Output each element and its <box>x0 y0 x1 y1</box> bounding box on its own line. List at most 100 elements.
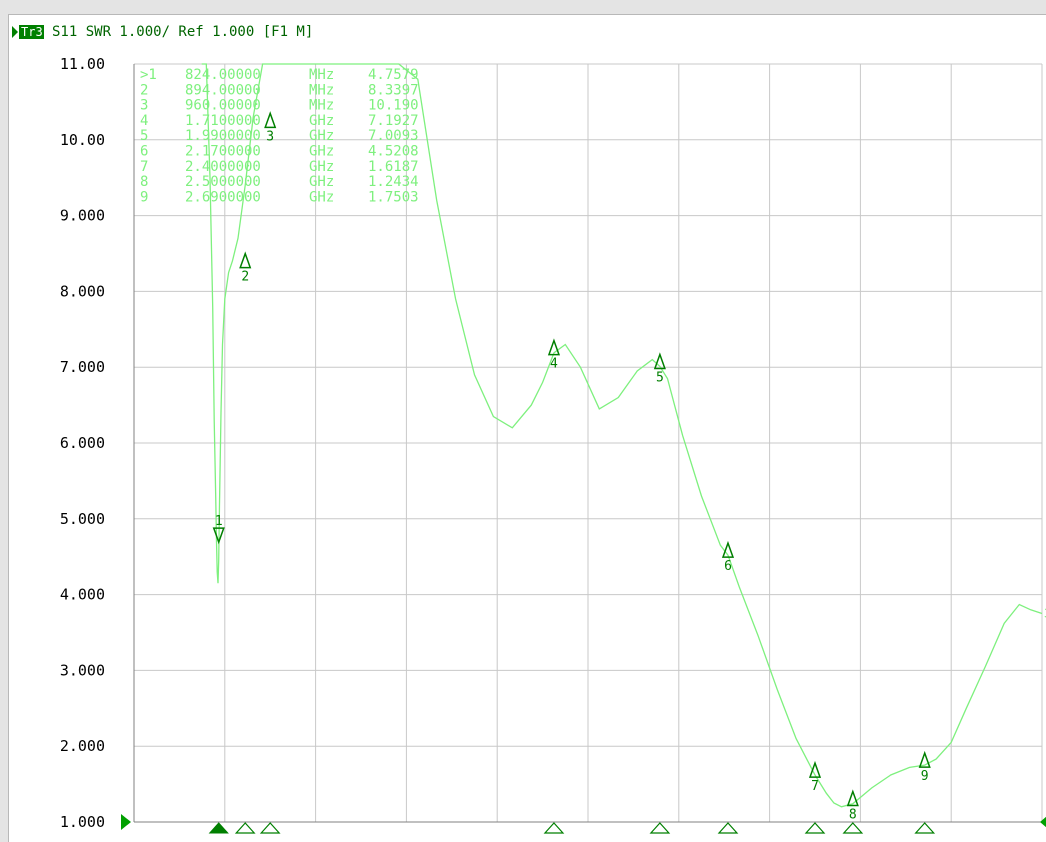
grid <box>133 63 1043 823</box>
marker-table-value: 7.1927 <box>368 113 419 129</box>
marker-up-triangle-icon <box>846 789 859 807</box>
marker-table-freq: 1.9900000 <box>185 128 261 144</box>
marker-label: 7 <box>811 779 819 794</box>
marker-table-id: 5 <box>140 128 148 144</box>
marker-table-value: 1.6187 <box>368 159 419 175</box>
y-tick-label: 11.00 <box>60 55 105 73</box>
marker-label: 8 <box>849 808 857 823</box>
y-tick-label: 5.000 <box>60 510 105 528</box>
marker-table-freq: 1.7100000 <box>185 113 261 129</box>
y-tick-label: 7.000 <box>60 358 105 376</box>
stimulus-marker-active-icon <box>208 822 229 834</box>
stimulus-marker-icon <box>259 822 281 834</box>
y-axis-ticks: 11.00 10.00 9.000 8.000 7.000 6.000 5.000 4.000… <box>60 55 1046 831</box>
marker-5: 5 <box>653 352 666 385</box>
marker-table-unit: MHz <box>309 67 334 83</box>
marker-table-id: 8 <box>140 174 148 190</box>
y-tick-label: 3.000 <box>60 661 105 679</box>
stimulus-marker-icon <box>842 822 864 834</box>
marker-3: 3 <box>264 111 277 144</box>
marker-label: 5 <box>656 370 664 385</box>
trace-line-s11 <box>201 63 1043 808</box>
marker-table-freq: 2.5000000 <box>185 174 261 190</box>
y-tick-label: 2.000 <box>60 737 105 755</box>
marker-table-value: 10.190 <box>368 98 419 114</box>
marker-table-unit: GHz <box>309 144 334 160</box>
active-trace-pointer-icon <box>12 26 18 38</box>
stimulus-marker-icon <box>234 822 256 834</box>
marker-table-unit: GHz <box>309 174 334 190</box>
marker-table-unit: MHz <box>309 82 334 98</box>
marker-table-value: 1.2434 <box>368 174 419 190</box>
marker-9: 9 <box>918 750 931 784</box>
stimulus-marker-icon <box>649 822 671 834</box>
marker-table-id: 4 <box>140 113 148 129</box>
trace-badge[interactable]: Tr3 <box>21 25 43 39</box>
right-edge-pointer-icon <box>1040 816 1046 828</box>
marker-table-unit: GHz <box>309 113 334 129</box>
marker-up-triangle-icon <box>653 352 666 370</box>
marker-up-triangle-icon <box>264 111 277 129</box>
marker-4: 4 <box>547 338 561 372</box>
marker-table-id: 7 <box>140 159 148 175</box>
stimulus-marker-icon <box>717 822 739 834</box>
y-tick-label: 4.000 <box>60 586 105 604</box>
marker-table-value: 7.0093 <box>368 128 419 144</box>
marker-6: 6 <box>721 540 735 574</box>
marker-2: 2 <box>239 251 252 285</box>
marker-table-id: >1 <box>140 67 157 83</box>
marker-table-id: 3 <box>140 98 148 114</box>
marker-label: 2 <box>241 270 249 285</box>
trace-badge-bg <box>19 25 44 39</box>
marker-1: 1 <box>212 514 225 545</box>
marker-label: 9 <box>921 769 929 784</box>
marker-table-unit: GHz <box>309 159 334 175</box>
marker-label: 6 <box>724 559 732 574</box>
marker-table-unit: GHz <box>309 189 334 205</box>
trace-header-text: S11 SWR 1.000/ Ref 1.000 [F1 M] <box>52 24 313 40</box>
marker-table: >1 824.00000 MHz 4.7579 2 894.00000 MHz 8.3397 3… <box>140 67 419 205</box>
marker-7: 7 <box>808 760 822 794</box>
stimulus-marker-row <box>208 822 936 834</box>
marker-table-unit: MHz <box>309 98 334 114</box>
stimulus-marker-icon <box>804 822 826 834</box>
marker-table-value: 1.7503 <box>368 189 419 205</box>
stimulus-marker-icon <box>543 822 565 834</box>
marker-label: 1 <box>215 514 223 529</box>
swr-chart: Tr3 S11 SWR 1.000/ Ref 1.000 [F1 M] 11.0… <box>12 24 1046 834</box>
trace-end-label: 3 <box>1044 607 1046 621</box>
marker-table-unit: GHz <box>309 128 334 144</box>
marker-up-triangle-icon <box>547 338 561 356</box>
marker-up-triangle-icon <box>239 251 252 269</box>
analyzer-display: Tr3 S11 SWR 1.000/ Ref 1.000 [F1 M] 11.0… <box>8 14 1046 842</box>
y-tick-label: 9.000 <box>60 207 105 225</box>
marker-down-triangle-icon <box>212 527 225 545</box>
marker-up-triangle-icon <box>721 540 735 558</box>
marker-up-triangle-icon <box>808 760 822 778</box>
marker-table-value: 8.3397 <box>368 82 419 98</box>
y-tick-label: 1.000 <box>60 813 105 831</box>
y-tick-label: 8.000 <box>60 282 105 300</box>
marker-table-freq: 960.00000 <box>185 98 261 114</box>
marker-table-id: 9 <box>140 189 148 205</box>
marker-up-triangle-icon <box>918 750 931 768</box>
marker-table-freq: 2.4000000 <box>185 159 261 175</box>
marker-table-id: 2 <box>140 82 148 98</box>
reference-level-pointer-icon <box>121 814 131 830</box>
trace-line-layer: 3 <box>201 63 1046 808</box>
marker-label: 3 <box>266 129 274 144</box>
markers: 1 2 3 4 5 6 7 8 9 <box>212 111 931 823</box>
marker-table-value: 4.5208 <box>368 144 419 160</box>
marker-table-value: 4.7579 <box>368 67 419 83</box>
marker-8: 8 <box>846 789 859 823</box>
trace-header: Tr3 S11 SWR 1.000/ Ref 1.000 [F1 M] <box>12 24 313 40</box>
marker-table-freq: 894.00000 <box>185 82 261 98</box>
stimulus-marker-icon <box>914 822 936 834</box>
marker-table-freq: 2.6900000 <box>185 189 261 205</box>
y-tick-label: 10.00 <box>60 131 105 149</box>
y-tick-label: 6.000 <box>60 434 105 452</box>
marker-label: 4 <box>550 357 558 372</box>
marker-table-freq: 824.00000 <box>185 67 261 83</box>
marker-table-freq: 2.1700000 <box>185 144 261 160</box>
marker-table-id: 6 <box>140 144 148 160</box>
